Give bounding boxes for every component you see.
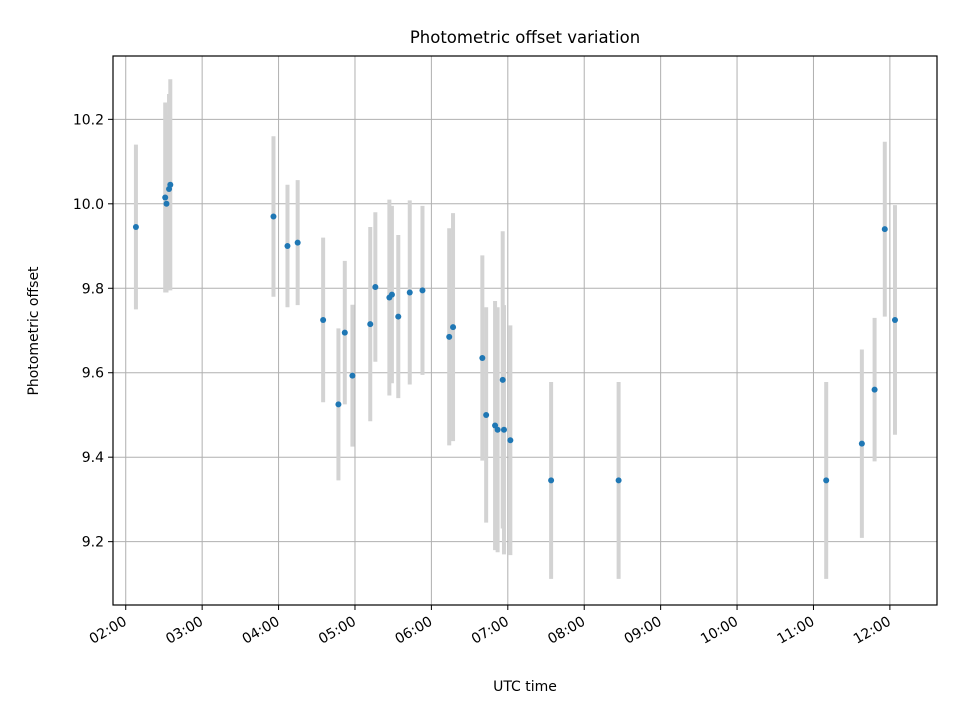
data-point bbox=[367, 321, 374, 328]
y-tick-label: 10.2 bbox=[73, 112, 104, 128]
data-point bbox=[548, 477, 555, 484]
data-point bbox=[335, 401, 342, 408]
data-point bbox=[132, 224, 139, 231]
data-point bbox=[891, 316, 898, 323]
data-point bbox=[406, 289, 413, 296]
data-point bbox=[388, 291, 395, 298]
data-point bbox=[167, 181, 174, 188]
data-point bbox=[499, 376, 506, 383]
y-tick-label: 9.8 bbox=[82, 281, 104, 297]
data-point bbox=[446, 333, 453, 340]
data-point bbox=[341, 329, 348, 336]
data-point bbox=[284, 243, 291, 250]
data-point bbox=[483, 411, 490, 418]
data-point bbox=[349, 372, 356, 379]
data-point bbox=[479, 354, 486, 361]
data-point bbox=[823, 477, 830, 484]
y-tick-label: 9.6 bbox=[82, 366, 104, 382]
data-point bbox=[162, 194, 169, 201]
data-point bbox=[494, 426, 501, 433]
data-point bbox=[858, 440, 865, 447]
data-point bbox=[500, 426, 507, 433]
data-point bbox=[419, 287, 426, 294]
y-tick-label: 9.2 bbox=[82, 535, 104, 551]
data-point bbox=[450, 324, 457, 331]
x-axis-label: UTC time bbox=[493, 679, 557, 695]
data-point bbox=[372, 284, 379, 291]
data-point bbox=[881, 226, 888, 233]
data-point bbox=[320, 316, 327, 323]
data-points bbox=[132, 181, 898, 484]
data-point bbox=[871, 386, 878, 393]
plot-frame bbox=[112, 55, 938, 606]
grid bbox=[113, 56, 937, 605]
data-point bbox=[507, 437, 514, 444]
y-axis-label: Photometric offset bbox=[26, 266, 42, 396]
data-point bbox=[615, 477, 622, 484]
chart-title: Photometric offset variation bbox=[410, 28, 640, 47]
data-point bbox=[395, 313, 402, 320]
y-tick-label: 10.0 bbox=[73, 197, 104, 213]
data-point bbox=[294, 239, 301, 246]
y-tick-label: 9.4 bbox=[82, 450, 104, 466]
data-point bbox=[270, 213, 277, 220]
data-point bbox=[163, 200, 170, 207]
